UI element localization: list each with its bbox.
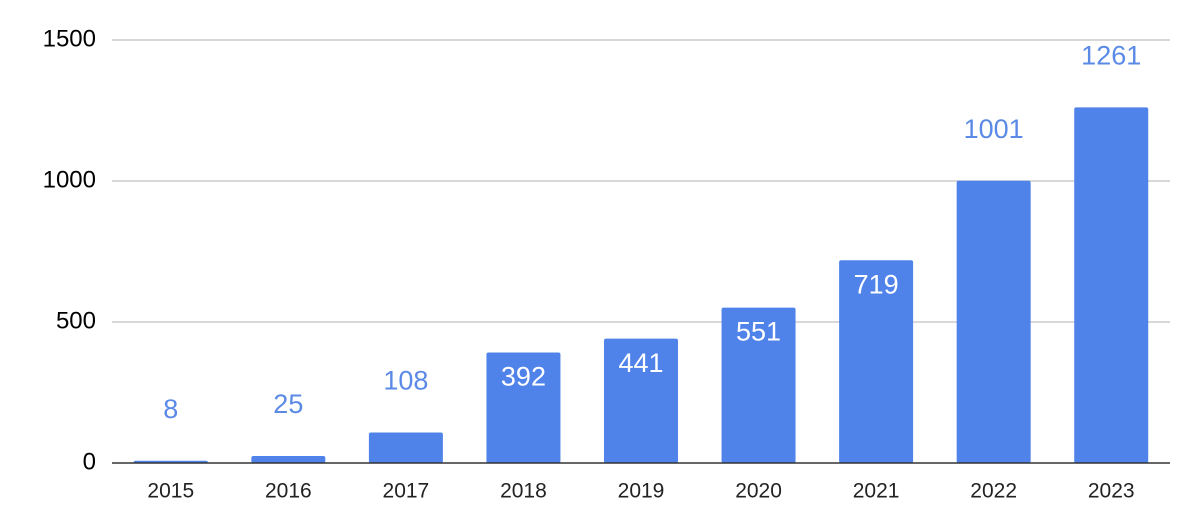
bar <box>839 260 914 463</box>
value-label: 441 <box>618 348 663 378</box>
x-tick-label: 2019 <box>618 480 665 503</box>
y-tick-label: 1500 <box>43 25 96 52</box>
value-label: 8 <box>163 394 178 424</box>
y-tick-label: 0 <box>83 448 96 475</box>
value-label: 551 <box>736 317 781 347</box>
value-label: 1261 <box>1081 41 1141 71</box>
bar <box>604 338 678 463</box>
x-tick-label: 2015 <box>147 480 194 503</box>
bar <box>368 432 443 463</box>
x-tick-label: 2021 <box>853 480 900 503</box>
x-tick-label: 2016 <box>265 480 312 503</box>
y-tick-label: 500 <box>56 307 96 334</box>
x-tick-label: 2017 <box>383 480 430 503</box>
bar <box>251 455 326 463</box>
value-label: 392 <box>501 362 546 392</box>
bar <box>1074 107 1149 463</box>
x-tick-label: 2020 <box>735 480 782 503</box>
value-label: 108 <box>383 366 428 396</box>
x-tick-label: 2018 <box>500 480 547 503</box>
y-tick-label: 1000 <box>43 166 96 193</box>
x-tick-label: 2022 <box>970 480 1017 503</box>
bar <box>956 180 1031 463</box>
value-label: 719 <box>854 269 899 299</box>
value-label: 1001 <box>964 114 1024 144</box>
bar <box>721 307 796 463</box>
bar <box>486 352 561 463</box>
x-tick-label: 2023 <box>1088 480 1135 503</box>
value-label: 25 <box>273 389 303 419</box>
